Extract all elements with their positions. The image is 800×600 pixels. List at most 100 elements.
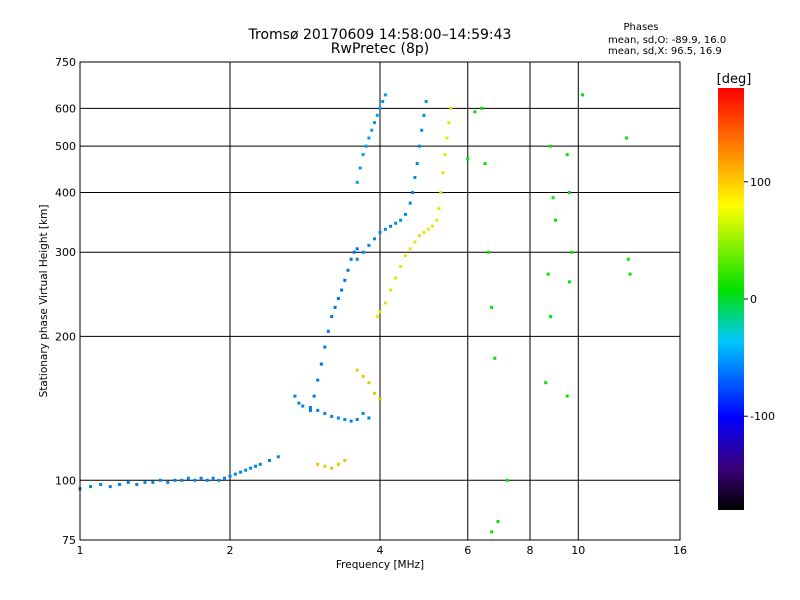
data-point xyxy=(549,315,553,319)
data-point xyxy=(323,345,327,349)
data-point xyxy=(411,190,415,194)
data-point xyxy=(267,458,271,462)
data-point xyxy=(355,247,359,251)
y-tick-label: 200 xyxy=(55,330,76,343)
data-point xyxy=(373,391,377,395)
data-point xyxy=(625,136,629,140)
data-point xyxy=(490,530,494,534)
grid-lines xyxy=(80,62,680,540)
phases-title: Phases xyxy=(623,22,658,33)
data-point xyxy=(217,478,221,482)
data-point xyxy=(173,478,177,482)
phases-mean-x: mean, sd,X: 96.5, 16.9 xyxy=(608,46,722,57)
data-point xyxy=(340,288,344,292)
data-point xyxy=(378,397,382,401)
data-point xyxy=(546,272,550,276)
data-point xyxy=(361,374,365,378)
data-point xyxy=(126,480,130,484)
data-point xyxy=(441,171,445,175)
data-point xyxy=(343,458,347,462)
x-tick-label: 10 xyxy=(571,544,585,557)
data-point xyxy=(333,305,337,309)
data-point xyxy=(417,234,421,238)
data-point xyxy=(413,240,417,244)
data-point xyxy=(89,485,93,489)
data-point xyxy=(417,144,421,148)
x-tick-label: 4 xyxy=(377,544,384,557)
data-point xyxy=(426,227,430,231)
phases-mean-o: mean, sd,O: -89.9, 16.0 xyxy=(608,35,726,46)
y-tick-label: 600 xyxy=(55,102,76,115)
data-point xyxy=(343,278,347,282)
data-point xyxy=(367,416,371,420)
data-point xyxy=(567,190,571,194)
data-point xyxy=(355,257,359,261)
data-point xyxy=(361,411,365,415)
data-point xyxy=(323,464,327,468)
data-point xyxy=(233,472,237,476)
data-point xyxy=(496,519,500,523)
data-point xyxy=(378,106,382,110)
data-point xyxy=(403,254,407,258)
data-point xyxy=(151,480,155,484)
data-point xyxy=(135,482,139,486)
data-point xyxy=(258,462,262,466)
data-point xyxy=(389,224,393,228)
data-point xyxy=(383,227,387,231)
data-point xyxy=(355,180,359,184)
data-point xyxy=(505,478,509,482)
colorbar xyxy=(718,88,744,510)
data-point xyxy=(186,476,190,480)
data-point xyxy=(394,221,398,225)
chart-subtitle: RwPretec (8p) xyxy=(331,41,429,57)
data-point xyxy=(228,474,232,478)
data-point xyxy=(375,113,379,117)
data-point xyxy=(399,218,403,222)
data-point xyxy=(422,230,426,234)
data-point xyxy=(445,136,449,140)
data-point xyxy=(316,408,320,412)
data-point xyxy=(544,381,548,385)
data-point xyxy=(349,257,353,261)
data-point xyxy=(378,310,382,314)
data-point xyxy=(373,121,377,125)
data-point xyxy=(367,243,371,247)
data-point xyxy=(420,128,424,132)
data-point xyxy=(490,305,494,309)
data-point xyxy=(466,157,470,161)
data-point xyxy=(373,237,377,241)
data-point xyxy=(364,144,368,148)
data-point xyxy=(319,362,323,366)
plot-frame xyxy=(79,61,681,541)
data-point xyxy=(626,257,630,261)
y-tick-label: 500 xyxy=(55,140,76,153)
x-axis-label: Frequency [MHz] xyxy=(336,559,424,571)
data-point xyxy=(205,478,209,482)
data-point xyxy=(437,207,441,211)
chart-title: Tromsø 20170609 14:58:00–14:59:43 xyxy=(248,27,512,43)
data-point xyxy=(199,476,203,480)
data-point xyxy=(158,478,162,482)
y-tick-label: 300 xyxy=(55,246,76,259)
data-point xyxy=(99,482,103,486)
data-point xyxy=(493,356,497,360)
data-point xyxy=(375,315,379,319)
data-point xyxy=(628,272,632,276)
colorbar-tick-label: -100 xyxy=(750,410,775,423)
data-point xyxy=(422,113,426,117)
data-point xyxy=(415,161,419,165)
data-point xyxy=(166,480,170,484)
y-axis-label: Stationary phase Virtual Height [km] xyxy=(38,205,50,398)
data-point xyxy=(367,381,371,385)
data-point xyxy=(480,106,484,110)
data-point xyxy=(330,315,334,319)
data-point xyxy=(308,405,312,409)
data-point xyxy=(108,485,112,489)
y-axis-ticks: 75 100 200 300 400 500 600 750 xyxy=(55,56,76,547)
data-point xyxy=(336,416,340,420)
data-point xyxy=(308,408,312,412)
data-point xyxy=(383,301,387,305)
colorbar-ticks: 100 0 -100 xyxy=(744,176,775,423)
colorbar-label: [deg] xyxy=(717,72,752,87)
